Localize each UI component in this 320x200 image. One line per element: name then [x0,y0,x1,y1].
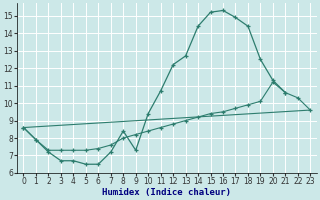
X-axis label: Humidex (Indice chaleur): Humidex (Indice chaleur) [102,188,231,197]
